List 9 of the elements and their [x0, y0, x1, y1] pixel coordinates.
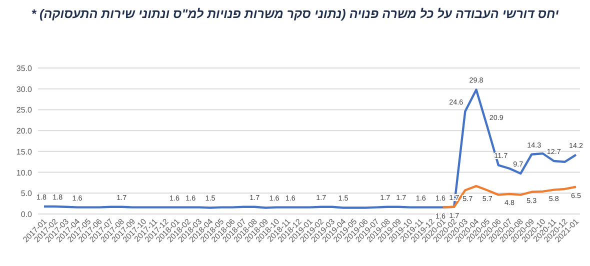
y-tick-label: 15.0 — [16, 147, 33, 156]
y-tick-label: 0.0 — [20, 210, 33, 219]
y-tick-label: 20.0 — [16, 126, 33, 136]
chart-title: יחס דורשי העבודה על כל משרה פנויה (נתוני סקר משרות פנויות למ"ס ונתוני שירות התעסוקה) * — [31, 7, 560, 21]
y-tick-label: 35.0 — [16, 64, 33, 73]
y-tick-label: 30.0 — [16, 84, 33, 94]
y-tick-label: 10.0 — [16, 168, 33, 178]
y-tick-label: 25.0 — [16, 106, 33, 115]
y-tick-label: 5.0 — [20, 189, 33, 198]
